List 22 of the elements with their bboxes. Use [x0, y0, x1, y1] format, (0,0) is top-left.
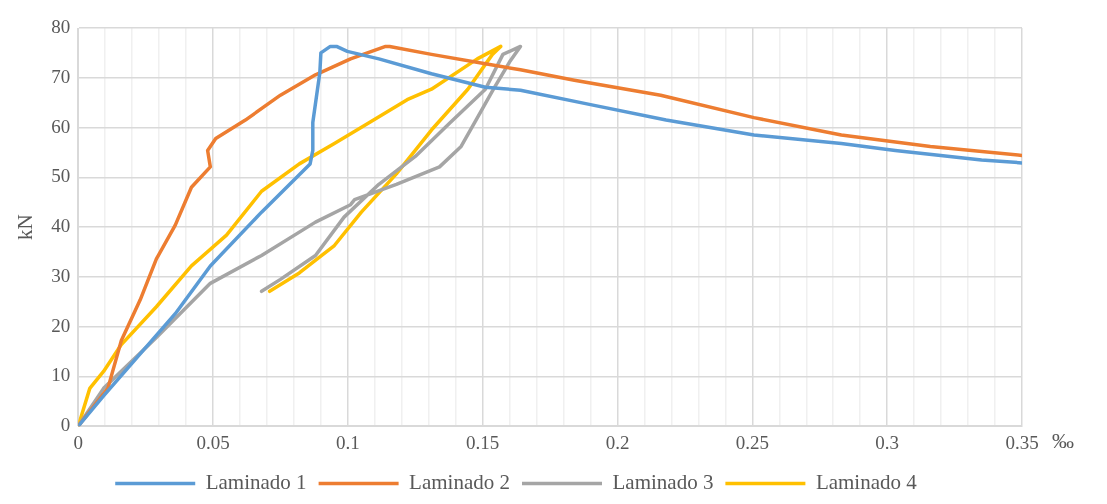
x-tick-label: 0.15	[466, 431, 500, 453]
y-tick-label: 30	[51, 264, 71, 286]
y-tick-label: 70	[51, 65, 71, 87]
y-tick-label: 60	[51, 115, 71, 137]
x-tick-label: 0.3	[875, 431, 900, 453]
legend-label: Laminado 4	[815, 470, 918, 495]
x-axis-title: ‰	[1052, 427, 1074, 453]
x-tick-label: 0.25	[735, 431, 769, 453]
y-tick-label: 80	[51, 15, 71, 37]
y-tick-label: 10	[51, 364, 71, 386]
y-tick-label: 0	[60, 414, 71, 436]
x-tick-label: 0.1	[335, 431, 360, 453]
legend-label: Laminado 3	[612, 470, 714, 495]
y-tick-label: 50	[51, 165, 71, 187]
y-tick-label: 20	[51, 314, 71, 336]
legend-label: Laminado 2	[409, 470, 510, 495]
x-tick-label: 0.05	[196, 431, 230, 453]
x-tick-label: 0.35	[1005, 431, 1039, 453]
y-axis-title: kN	[13, 214, 38, 240]
legend-label: Laminado 1	[205, 470, 307, 495]
x-tick-label: 0.2	[605, 431, 630, 453]
y-tick-label: 40	[51, 215, 71, 237]
